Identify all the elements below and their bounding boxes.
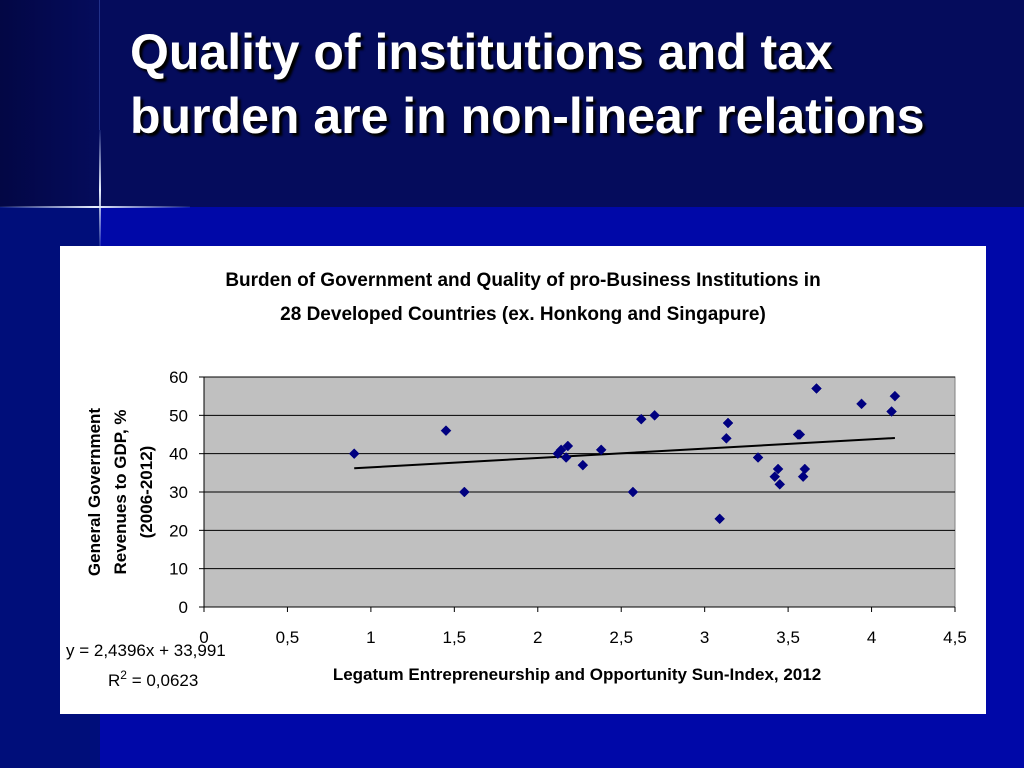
x-tick-label: 4,5 xyxy=(943,628,967,647)
trendline-r-squared: R2 = 0,0623 xyxy=(108,668,198,690)
data-point xyxy=(649,409,660,421)
data-point xyxy=(560,452,572,463)
data-point xyxy=(458,486,470,498)
data-point xyxy=(562,440,574,452)
data-point xyxy=(769,471,781,483)
data-point xyxy=(714,513,726,525)
y-tick-label: 30 xyxy=(169,483,188,502)
data-point xyxy=(772,463,784,475)
data-point xyxy=(856,398,867,410)
data-point xyxy=(595,444,607,456)
chart-container: Burden of Government and Quality of pro-… xyxy=(60,246,986,714)
x-axis-label: Legatum Entrepreneurship and Opportunity… xyxy=(333,665,821,684)
x-tick-label: 1 xyxy=(366,628,375,647)
y-axis-label-line: (2006-2012) xyxy=(137,446,156,539)
x-tick-label: 2 xyxy=(533,628,542,647)
trendline-equation: y = 2,4396x + 33,991 xyxy=(66,641,226,660)
data-point xyxy=(811,383,822,394)
data-point xyxy=(627,486,639,498)
data-point xyxy=(721,432,732,444)
slide-title: Quality of institutions and tax burden a… xyxy=(130,24,925,144)
data-point xyxy=(797,471,809,483)
x-tick-label: 0,5 xyxy=(276,628,300,647)
data-point xyxy=(440,425,452,437)
y-tick-label: 10 xyxy=(169,560,188,579)
chart-title-line: 28 Developed Countries (ex. Honkong and … xyxy=(280,304,766,325)
chart-title-line: Burden of Government and Quality of pro-… xyxy=(225,270,820,291)
sparkle-line-decoration xyxy=(99,0,100,130)
data-point xyxy=(752,452,764,463)
y-tick-label: 20 xyxy=(169,521,188,540)
x-tick-label: 1,5 xyxy=(443,628,467,647)
data-point xyxy=(886,406,897,417)
data-point xyxy=(889,390,901,402)
data-point xyxy=(577,459,589,471)
data-point xyxy=(794,429,806,440)
data-point xyxy=(348,448,360,460)
y-axis-label-line: Revenues to GDP, % xyxy=(111,409,130,574)
sparkle-vertical-decoration xyxy=(99,130,101,250)
x-tick-label: 3,5 xyxy=(776,628,800,647)
data-point xyxy=(799,463,811,475)
y-tick-label: 40 xyxy=(169,445,188,464)
sparkle-horizontal-decoration xyxy=(0,206,190,208)
y-axis-label-line: General Government xyxy=(85,408,104,577)
data-point xyxy=(722,417,734,429)
scatter-chart: Burden of Government and Quality of pro-… xyxy=(66,270,967,690)
data-point xyxy=(555,444,567,456)
y-tick-label: 50 xyxy=(169,406,188,425)
x-tick-label: 4 xyxy=(867,628,876,647)
y-tick-label: 60 xyxy=(169,368,188,387)
trendline xyxy=(354,436,895,470)
data-point xyxy=(774,478,786,490)
x-tick-label: 2,5 xyxy=(609,628,633,647)
x-tick-label: 0 xyxy=(199,628,208,647)
x-tick-label: 3 xyxy=(700,628,709,647)
data-point xyxy=(635,413,647,425)
y-tick-label: 0 xyxy=(179,598,188,617)
